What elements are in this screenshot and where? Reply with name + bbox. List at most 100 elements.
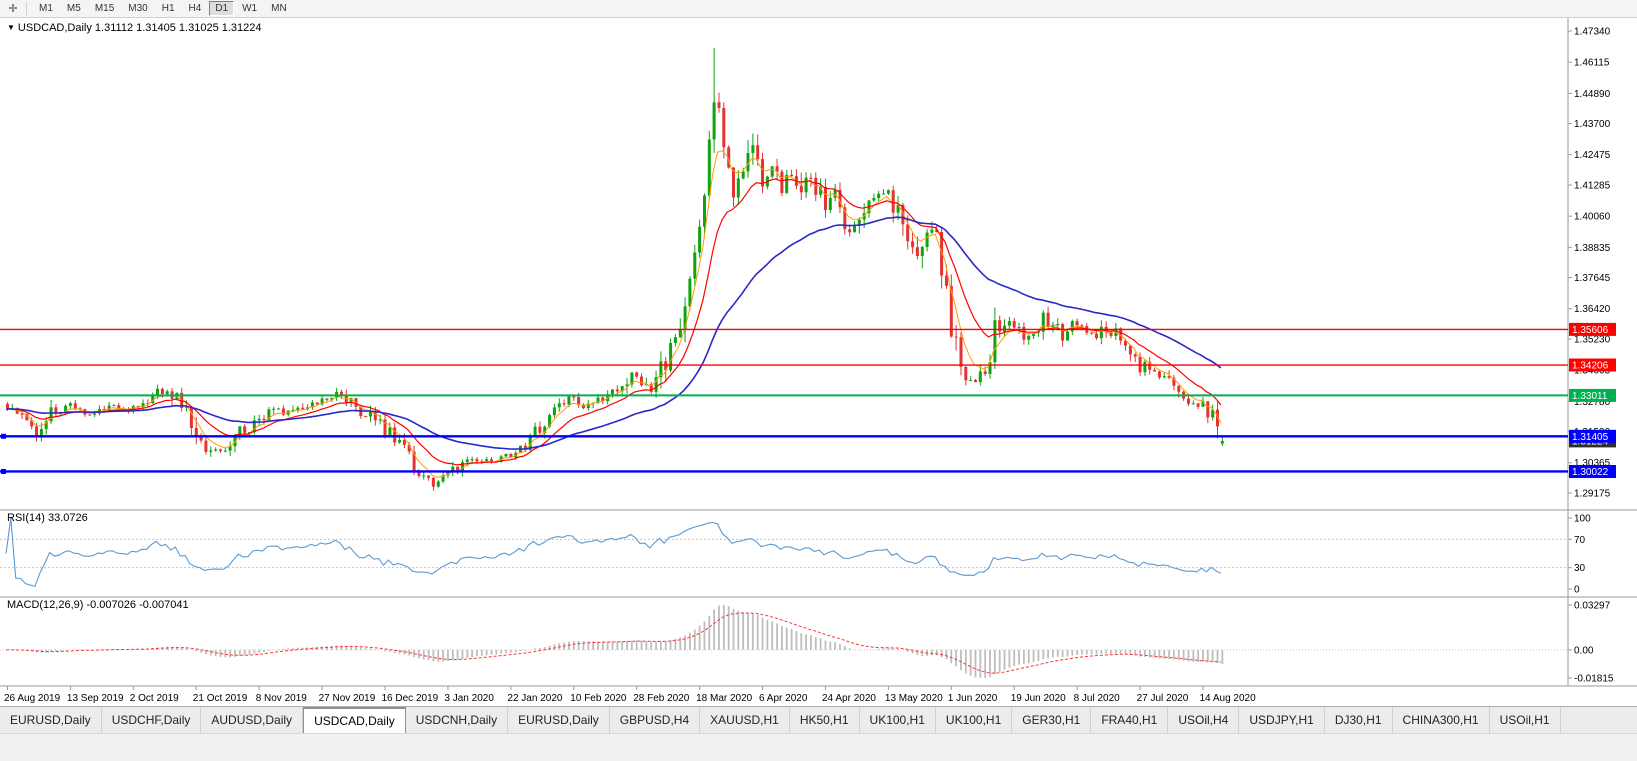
rsi-axis-label: 100 [1574, 514, 1591, 525]
date-label: 6 Apr 2020 [759, 693, 808, 704]
price-axis-label: 1.36420 [1574, 304, 1611, 315]
level-handle[interactable] [1, 468, 6, 474]
timeframe-button-m30[interactable]: M30 [122, 1, 153, 16]
chart-tab-ger30-h1[interactable]: GER30,H1 [1012, 707, 1092, 733]
timeframe-button-h4[interactable]: H4 [183, 1, 208, 16]
chart-tab-eurusd-daily[interactable]: EURUSD,Daily [508, 707, 610, 733]
level-badge-1.31405 [1569, 429, 1616, 443]
chart-tab-usdjpy-h1[interactable]: USDJPY,H1 [1239, 707, 1325, 733]
level-badge-1.35606-label: 1.35606 [1572, 325, 1609, 336]
symbol-ohlc-text: USDCAD,Daily 1.31112 1.31405 1.31025 1.3… [17, 22, 262, 34]
price-axis-label: 1.41285 [1574, 181, 1611, 192]
symbol-dropdown-icon[interactable]: ▼ [7, 23, 15, 32]
level-badge-1.34206-label: 1.34206 [1572, 361, 1609, 372]
chart-chrome [0, 18, 1637, 687]
price-axis-label: 1.42475 [1574, 150, 1611, 161]
date-label: 8 Nov 2019 [256, 693, 308, 704]
rsi-label: RSI(14) 33.0726 [7, 512, 88, 524]
level-badge-1.30022 [1569, 465, 1616, 478]
chart-tabs-bar: EURUSD,Daily USDCHF,Daily AUDUSD,Daily USDC… [0, 706, 1637, 733]
timeframe-button-d1[interactable]: D1 [209, 1, 235, 16]
date-label: 16 Dec 2019 [382, 693, 439, 704]
price-axis-label: 1.43700 [1574, 119, 1611, 130]
date-label: 26 Aug 2019 [4, 693, 61, 704]
date-label: 27 Nov 2019 [319, 693, 376, 704]
macd-signal-line [6, 612, 1221, 674]
date-label: 28 Feb 2020 [633, 693, 690, 704]
rsi-axis[interactable]: 100 70 30 0 [1568, 514, 1591, 596]
price-axis-label: 1.40060 [1574, 212, 1611, 223]
date-label: 24 Apr 2020 [822, 693, 876, 704]
date-label: 10 Feb 2020 [570, 693, 627, 704]
chart-tab-china300-h1[interactable]: CHINA300,H1 [1393, 707, 1490, 733]
level-badge-1.33011 [1569, 388, 1616, 402]
timeframe-button-mn[interactable]: MN [265, 1, 293, 16]
chart-tab-audusd-daily[interactable]: AUDUSD,Daily [201, 707, 304, 733]
chart-tab-usoil-h4[interactable]: USOil,H4 [1168, 707, 1240, 733]
symbol-info-line: ▼ USDCAD,Daily 1.31112 1.31405 1.31025 1.… [7, 22, 262, 34]
macd-axis[interactable]: 0.03297 0.00 -0.01815 [1568, 601, 1614, 685]
date-label: 22 Jan 2020 [507, 693, 562, 704]
date-label: 21 Oct 2019 [193, 693, 248, 704]
date-label: 1 Jun 2020 [948, 693, 998, 704]
date-label: 8 Jul 2020 [1074, 693, 1121, 704]
chart-tab-uk100-h1[interactable]: UK100,H1 [936, 707, 1013, 733]
candlestick-series [6, 47, 1224, 491]
chart-tab-uk100-h1[interactable]: UK100,H1 [860, 707, 936, 733]
macd-histogram [11, 605, 1224, 678]
overlay-ma-mid [5, 178, 1222, 466]
timeframe-buttons: M1 M5 M15 M30 H1 H4 D1 W1 MN [32, 1, 294, 16]
price-axis-label: 1.38835 [1574, 243, 1611, 254]
macd-axis-label: 0.03297 [1574, 601, 1611, 612]
crosshair-tool-icon[interactable]: ✛ [8, 2, 18, 15]
level-badge-1.31405-label: 1.31405 [1572, 432, 1609, 443]
overlay-ma-fast [5, 150, 1222, 478]
date-label: 18 Mar 2020 [696, 693, 753, 704]
chart-tab-xauusd-h1[interactable]: XAUUSD,H1 [700, 707, 790, 733]
price-axis-label: 1.46115 [1574, 58, 1610, 69]
chart-canvas[interactable]: 1.47340 1.46115 1.44890 1.43700 1.42475 1.412… [0, 18, 1637, 706]
date-label: 13 May 2020 [885, 693, 943, 704]
timeframe-button-m15[interactable]: M15 [89, 1, 120, 16]
rsi-axis-label: 70 [1574, 535, 1586, 546]
rsi-line [5, 517, 1222, 588]
level-badge-1.30022-label: 1.30022 [1572, 467, 1609, 478]
chart-region[interactable]: 1.47340 1.46115 1.44890 1.43700 1.42475 1.412… [0, 18, 1637, 706]
date-axis[interactable]: 26 Aug 2019 13 Sep 2019 2 Oct 2019 21 Oct 2… [4, 686, 1256, 704]
level-handle[interactable] [1, 433, 6, 439]
chart-tab-gbpusd-h4[interactable]: GBPUSD,H4 [610, 707, 701, 733]
price-axis-label: 1.32780 [1574, 397, 1611, 408]
chart-tab-eurusd-daily[interactable]: EURUSD,Daily [0, 707, 102, 733]
date-label: 19 Jun 2020 [1011, 693, 1066, 704]
date-label: 3 Jan 2020 [444, 693, 494, 704]
chart-tab-dj30-h1[interactable]: DJ30,H1 [1325, 707, 1393, 733]
date-label: 27 Jul 2020 [1137, 693, 1189, 704]
date-label: 13 Sep 2019 [67, 693, 124, 704]
level-badge-1.35606 [1569, 322, 1616, 336]
price-axis-label: 1.35230 [1574, 335, 1611, 346]
rsi-axis-label: 0 [1574, 585, 1580, 596]
rsi-axis-label: 30 [1574, 563, 1586, 574]
chart-tab-usdchf-daily[interactable]: USDCHF,Daily [102, 707, 202, 733]
chart-tab-usdcnh-daily[interactable]: USDCNH,Daily [406, 707, 509, 733]
timeframe-button-h1[interactable]: H1 [156, 1, 181, 16]
timeframe-button-m5[interactable]: M5 [61, 1, 87, 16]
date-label: 2 Oct 2019 [130, 693, 179, 704]
chart-tab-usoil-h1[interactable]: USOil,H1 [1490, 707, 1561, 733]
toolbar-separator [26, 2, 27, 15]
timeframe-button-w1[interactable]: W1 [236, 1, 263, 16]
chart-tab-fra40-h1[interactable]: FRA40,H1 [1091, 707, 1169, 733]
price-axis[interactable]: 1.47340 1.46115 1.44890 1.43700 1.42475 1.412… [1568, 27, 1611, 500]
price-axis-label: 1.37645 [1574, 273, 1611, 284]
macd-label: MACD(12,26,9) -0.007026 -0.007041 [7, 599, 189, 611]
timeframe-button-m1[interactable]: M1 [33, 1, 59, 16]
chart-tab-hk50-h1[interactable]: HK50,H1 [790, 707, 860, 733]
level-badge-1.33011-label: 1.33011 [1572, 391, 1608, 402]
chart-tab-usdcad-daily[interactable]: USDCAD,Daily [303, 707, 406, 733]
timeframe-toolbar: ✛ M1 M5 M15 M30 H1 H4 D1 W1 MN [0, 0, 1637, 18]
price-axis-label: 1.47340 [1574, 27, 1611, 38]
status-bar [0, 733, 1637, 761]
price-axis-label: 1.30365 [1574, 458, 1611, 469]
macd-axis-label: -0.01815 [1574, 674, 1614, 685]
